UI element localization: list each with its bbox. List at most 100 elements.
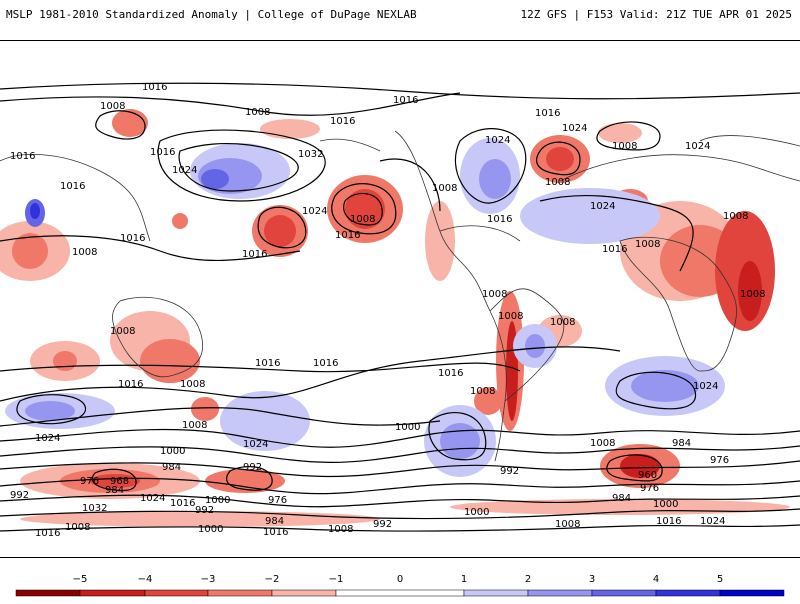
- isobar-label: 1016: [535, 108, 560, 119]
- isobar-label: 1016: [656, 516, 681, 527]
- colorbar-swatch: [655, 589, 721, 597]
- colorbar-swatches: [15, 589, 785, 597]
- map-title: MSLP 1981-2010 Standardized Anomaly | Co…: [6, 8, 417, 21]
- isobar-label: 1024: [35, 433, 60, 444]
- colorbar-tick: 0: [397, 574, 403, 585]
- isobar-label: 1008: [470, 386, 495, 397]
- colorbar-tick: 2: [525, 574, 531, 585]
- isobar-label: 1032: [82, 503, 107, 514]
- isobar-label: 976: [268, 495, 287, 506]
- colorbar-swatch: [719, 589, 785, 597]
- anomaly-map: 1016 1008 1008 1016 1016 1024 1016 1008 …: [0, 40, 800, 558]
- isobar-label: 1024: [685, 141, 710, 152]
- isobar-label: 1008: [550, 317, 575, 328]
- isobar-label: 1000: [464, 507, 489, 518]
- isobar-label: 984: [612, 493, 631, 504]
- isobar-label: 1008: [72, 247, 97, 258]
- header: MSLP 1981-2010 Standardized Anomaly | Co…: [0, 0, 800, 30]
- isobar-label: 1024: [140, 493, 165, 504]
- colorbar-swatch: [144, 589, 209, 597]
- isobar-label: 1016: [335, 230, 360, 241]
- isobar-label: 1008: [182, 420, 207, 431]
- colorbar-tick: 1: [461, 574, 467, 585]
- colorbar-tick: −2: [265, 574, 280, 585]
- isobar-label: 1024: [243, 439, 268, 450]
- isobar-label: 1024: [562, 123, 587, 134]
- isobar-label: 1008: [590, 438, 615, 449]
- isobar-label: 1024: [172, 165, 197, 176]
- isobar-label: 992: [500, 466, 519, 477]
- colorbar-tick: −4: [138, 574, 153, 585]
- colorbar-swatch: [15, 589, 81, 597]
- colorbar-swatch: [207, 589, 273, 597]
- colorbar-swatch: [591, 589, 657, 597]
- isobar-label: 992: [243, 462, 262, 473]
- isobar-label: 1024: [700, 516, 725, 527]
- isobar-label: 1008: [498, 311, 523, 322]
- isobar-label: 1016: [120, 233, 145, 244]
- isobar-label: 984: [672, 438, 691, 449]
- isobar-label: 1032: [298, 149, 323, 160]
- colorbar-tick: −3: [201, 574, 216, 585]
- isobar-label: 1008: [555, 519, 580, 530]
- isobar-label: 1000: [395, 422, 420, 433]
- isobar-label: 1024: [693, 381, 718, 392]
- isobar-label: 1008: [545, 177, 570, 188]
- isobar-label: 1008: [350, 214, 375, 225]
- isobar-label: 976: [640, 483, 659, 494]
- isobar-contours: [0, 82, 800, 532]
- isobar-label: 1000: [205, 495, 230, 506]
- isobar-label: 1016: [487, 214, 512, 225]
- isobar-label: 1008: [723, 211, 748, 222]
- isobar-label: 1016: [170, 498, 195, 509]
- isobar-label: 1008: [110, 326, 135, 337]
- isobar-label: 1008: [612, 141, 637, 152]
- isobar-label: 1016: [10, 151, 35, 162]
- isobar-label: 976: [80, 476, 99, 487]
- isobar-label: 968: [110, 476, 129, 487]
- colorbar-swatch: [463, 589, 529, 597]
- colorbar-canvas: −5 −4 −3 −2 −1 0 1 2 3 4 5: [15, 574, 785, 597]
- isobar-label: 1016: [60, 181, 85, 192]
- isobar-label: 1016: [330, 116, 355, 127]
- colorbar-swatch: [79, 589, 146, 597]
- isobar-label: 1016: [35, 528, 60, 539]
- isobar-label: 1008: [180, 379, 205, 390]
- isobar-label: 1008: [328, 524, 353, 535]
- colorbar-tick: −1: [329, 574, 344, 585]
- model-run-label: 12Z GFS | F153 Valid: 21Z TUE APR 01 202…: [520, 8, 792, 21]
- colorbar-swatch: [271, 589, 337, 597]
- colorbar-swatch: [527, 589, 593, 597]
- colorbar-tick: 5: [717, 574, 723, 585]
- isobar-label: 992: [10, 490, 29, 501]
- isobar-label: 992: [373, 519, 392, 530]
- isobar-labels: 1016 1008 1008 1016 1016 1024 1016 1008 …: [10, 82, 765, 539]
- isobar-label: 984: [162, 462, 181, 473]
- isobar-label: 1008: [432, 183, 457, 194]
- colorbar-swatch: [335, 589, 465, 597]
- colorbar-tick: 4: [653, 574, 659, 585]
- isobar-label: 1008: [482, 289, 507, 300]
- isobar-label: 1000: [160, 446, 185, 457]
- isobar-label: 1008: [740, 289, 765, 300]
- isobar-label: 1016: [313, 358, 338, 369]
- isobar-label: 1024: [485, 135, 510, 146]
- isobar-label: 1016: [393, 95, 418, 106]
- isobar-label: 1008: [635, 239, 660, 250]
- isobar-label: 984: [265, 516, 284, 527]
- isobar-label: 1016: [602, 244, 627, 255]
- isobar-label: 1024: [302, 206, 327, 217]
- isobar-label: 976: [710, 455, 729, 466]
- coastlines: [0, 130, 800, 462]
- positive-anomaly-shading: [5, 138, 725, 477]
- isobar-label: 1016: [242, 249, 267, 260]
- isobar-label: 1024: [590, 201, 615, 212]
- isobar-label: 1016: [142, 82, 167, 93]
- isobar-label: 984: [105, 485, 124, 496]
- isobar-label: 1016: [263, 527, 288, 538]
- colorbar-ticks: −5 −4 −3 −2 −1 0 1 2 3 4 5: [73, 574, 724, 585]
- negative-anomaly-shading: [0, 109, 790, 527]
- isobar-label: 1016: [438, 368, 463, 379]
- isobar-label: 1008: [245, 107, 270, 118]
- colorbar-tick: 3: [589, 574, 595, 585]
